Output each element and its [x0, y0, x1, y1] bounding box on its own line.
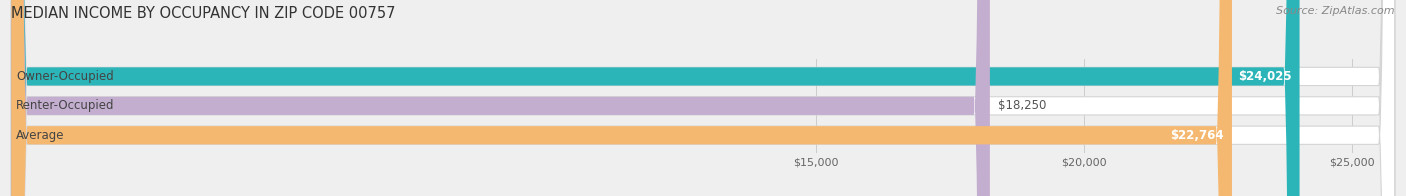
FancyBboxPatch shape [11, 0, 1232, 196]
Text: Renter-Occupied: Renter-Occupied [15, 99, 114, 112]
Text: Average: Average [15, 129, 65, 142]
Text: MEDIAN INCOME BY OCCUPANCY IN ZIP CODE 00757: MEDIAN INCOME BY OCCUPANCY IN ZIP CODE 0… [11, 6, 395, 21]
FancyBboxPatch shape [11, 0, 1299, 196]
Text: $24,025: $24,025 [1237, 70, 1292, 83]
FancyBboxPatch shape [11, 0, 1395, 196]
Text: $18,250: $18,250 [998, 99, 1046, 112]
Text: $22,764: $22,764 [1170, 129, 1223, 142]
FancyBboxPatch shape [11, 0, 1395, 196]
FancyBboxPatch shape [11, 0, 1395, 196]
Text: Owner-Occupied: Owner-Occupied [15, 70, 114, 83]
Text: Source: ZipAtlas.com: Source: ZipAtlas.com [1277, 6, 1395, 16]
FancyBboxPatch shape [11, 0, 990, 196]
